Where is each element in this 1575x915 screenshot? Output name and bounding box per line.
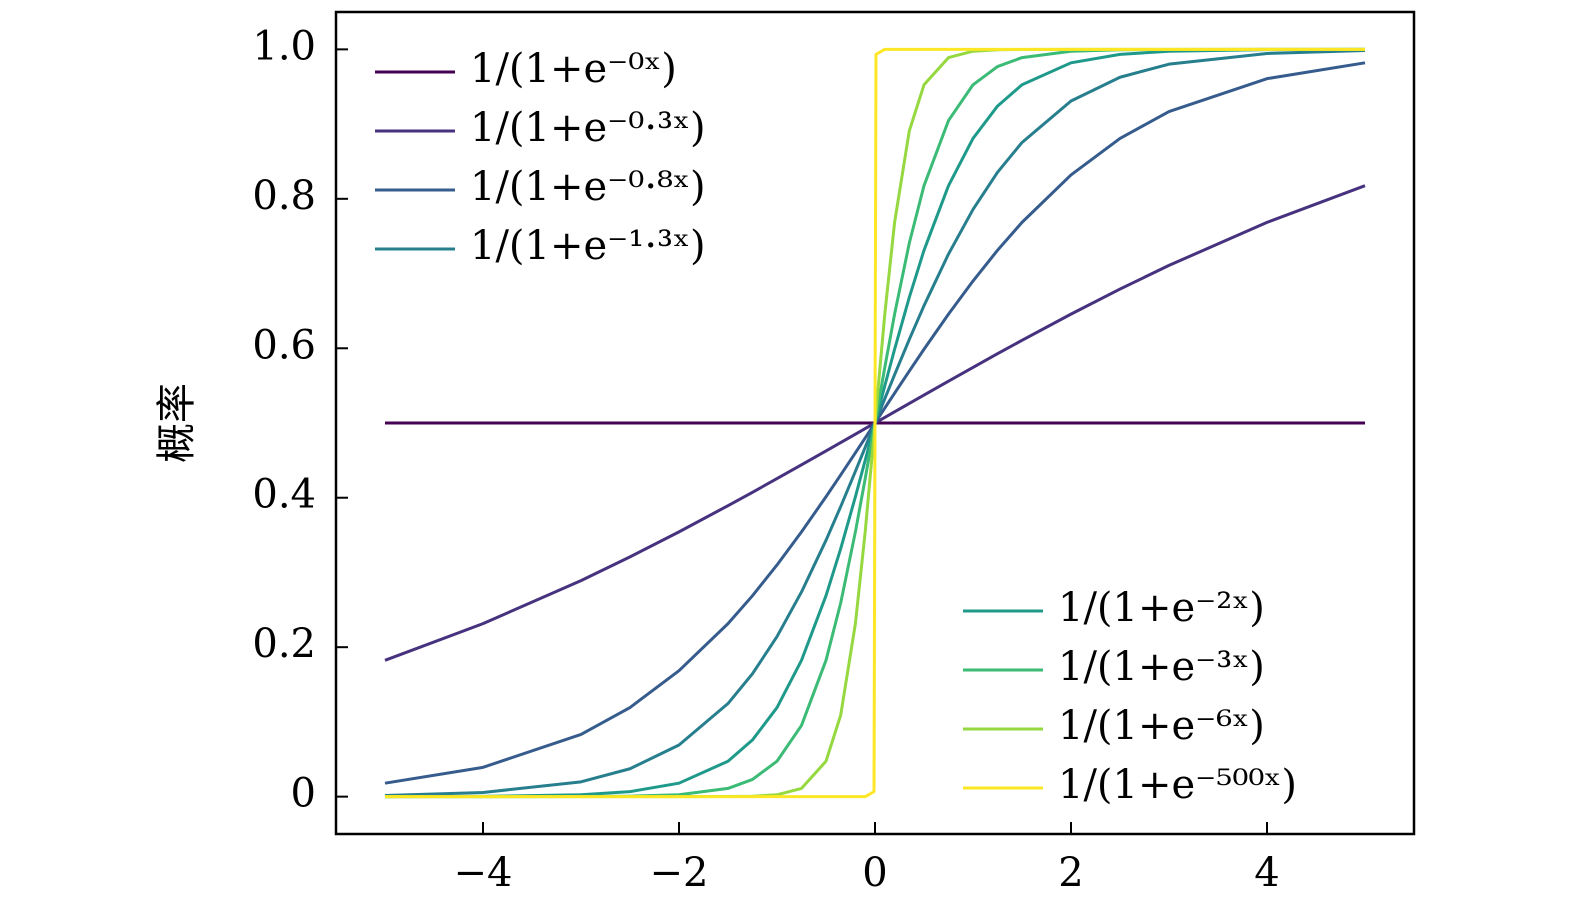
y-axis-label: 概率 [154,383,200,463]
y-tick-label: 0 [291,771,316,817]
x-tick-label: 2 [1058,850,1083,896]
y-tick-label: 0.6 [252,322,316,368]
y-tick-label: 0.2 [252,621,316,667]
x-tick-label: 0 [862,850,887,896]
legend-label: 1/(1+e⁻³ˣ) [1058,644,1265,690]
legend-label: 1/(1+e⁻²ˣ) [1058,585,1265,631]
legend-label: 1/(1+e⁻⁰·³ˣ) [470,105,706,151]
y-tick-label: 1.0 [252,23,316,69]
legend-label: 1/(1+e⁻⁶ˣ) [1058,703,1265,749]
x-tick-label: −2 [650,850,709,896]
legend-label: 1/(1+e⁻⁰·⁸ˣ) [470,164,706,210]
legend-label: 1/(1+e⁻⁰ˣ) [470,46,677,92]
legend-label: 1/(1+e⁻¹·³ˣ) [470,223,706,269]
x-tick-label: 4 [1254,850,1279,896]
x-tick-label: −4 [454,850,513,896]
y-tick-label: 0.4 [252,472,316,518]
legend-label: 1/(1+e⁻⁵⁰⁰ˣ) [1058,762,1297,808]
y-tick-label: 0.8 [252,173,316,219]
series-line [385,47,1365,799]
